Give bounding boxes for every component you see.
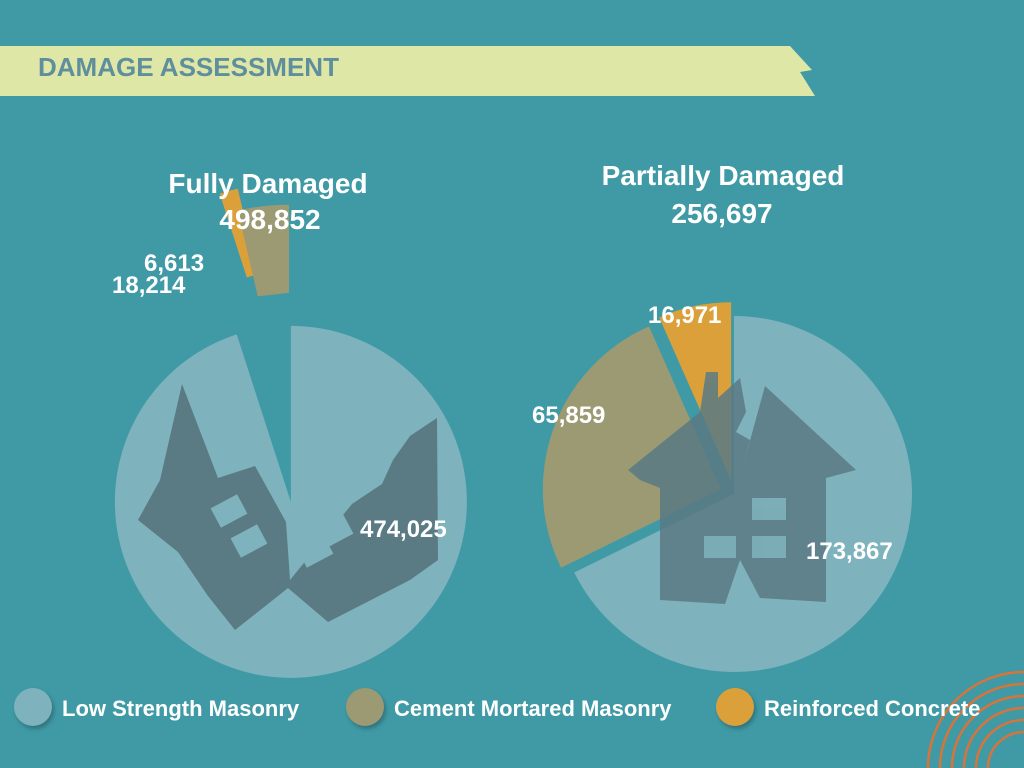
header-banner	[0, 46, 815, 96]
cement-mortared-masonry-swatch-icon	[346, 688, 384, 726]
data-label: 6,613	[144, 250, 205, 277]
page-title: DAMAGE ASSESSMENT	[38, 52, 339, 82]
pie-slice-cement-mortared-masonry	[237, 204, 289, 297]
legend-label: Reinforced Concrete	[764, 696, 981, 721]
legend-label: Cement Mortared Masonry	[394, 696, 672, 721]
data-label: 18,214	[112, 272, 186, 299]
chart-title-partially-damaged: Partially Damaged	[601, 160, 845, 191]
legend-label: Low Strength Masonry	[62, 696, 300, 721]
data-label: 474,025	[360, 516, 447, 543]
house-icon	[628, 372, 856, 604]
chart-title-fully-damaged: Fully Damaged	[168, 168, 368, 199]
house-icon	[138, 384, 438, 630]
decorative-arcs	[926, 670, 1024, 768]
chart-total-fully-damaged: 498,852	[219, 204, 321, 235]
chart-legend: Low Strength Masonry Cement Mortared Mas…	[0, 686, 1024, 734]
low-strength-masonry-swatch-icon	[14, 688, 52, 726]
data-label: 16,971	[648, 302, 722, 329]
data-label: 65,859	[532, 402, 606, 429]
reinforced-concrete-swatch-icon	[716, 688, 754, 726]
chart-total-partially-damaged: 256,697	[671, 198, 773, 229]
data-label: 173,867	[806, 538, 893, 565]
